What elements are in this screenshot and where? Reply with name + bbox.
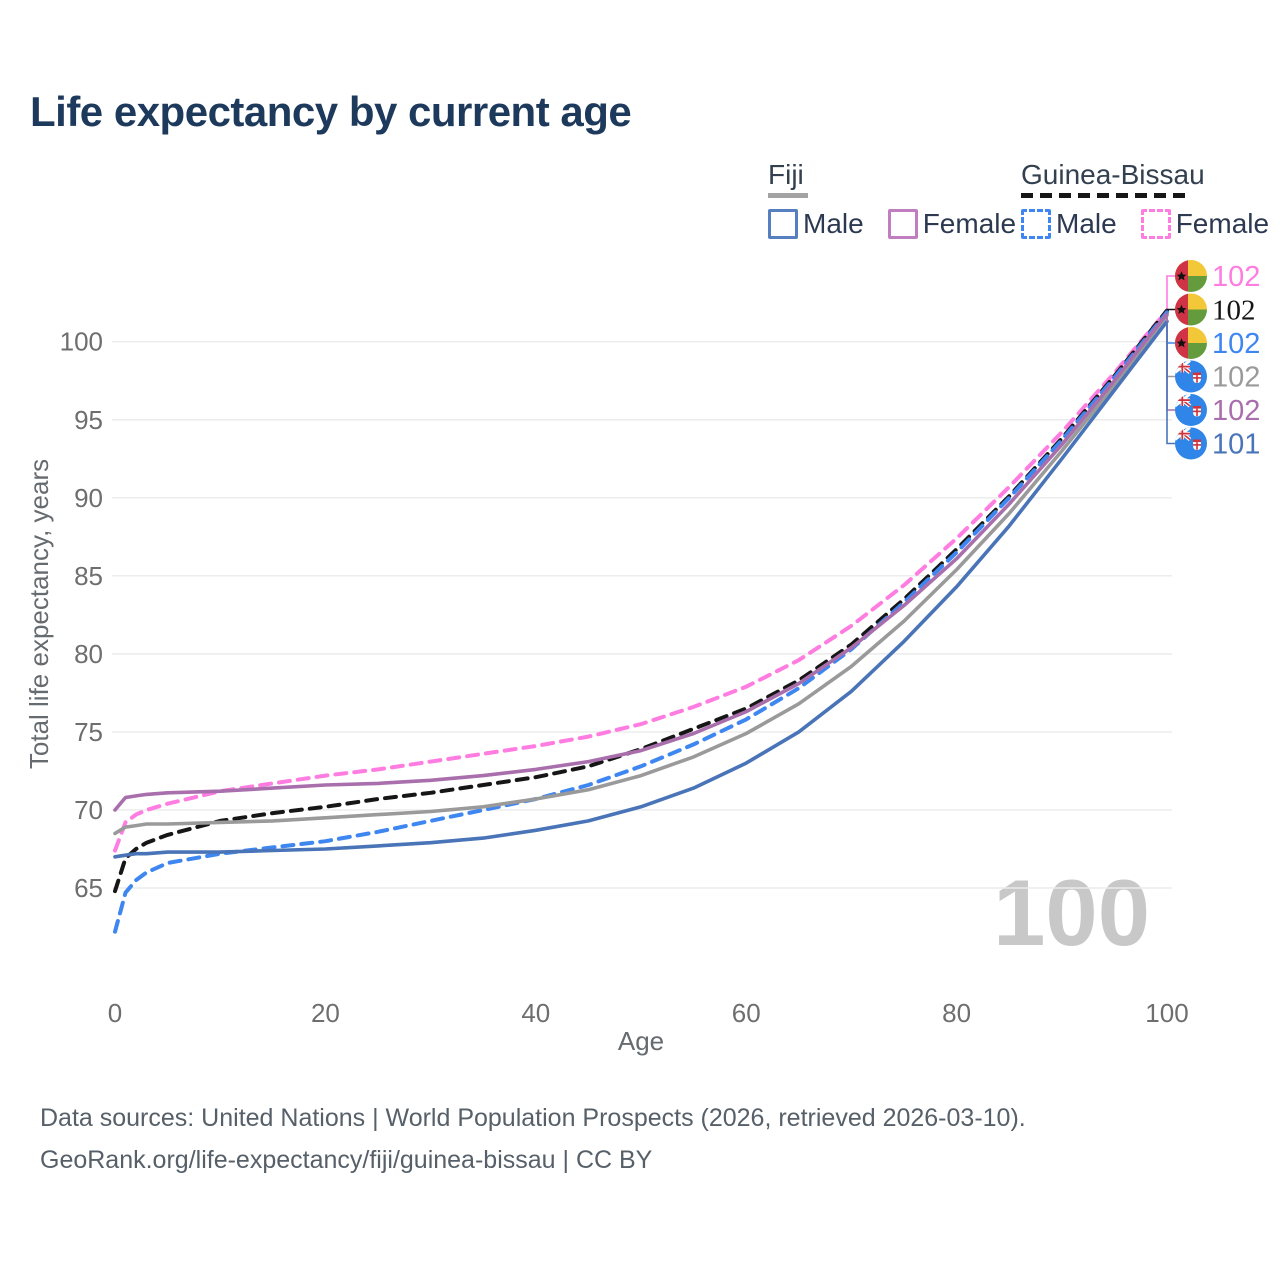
fiji-flag-icon [1175, 360, 1207, 393]
end-label-connector [1166, 313, 1175, 411]
x-axis-title: Age [618, 1026, 664, 1056]
legend-label-fiji-male: Male [803, 208, 864, 239]
y-tick-70: 70 [74, 795, 103, 825]
end-label-connector [1166, 321, 1175, 445]
line-fiji-male[interactable] [113, 319, 1169, 859]
legend-underline-guinea-bissau-dashed [1021, 193, 1188, 198]
line-guinea-bissau-male[interactable] [113, 310, 1169, 934]
legend-label-fiji-female: Female [922, 208, 1017, 239]
end-label-connector [1166, 315, 1175, 378]
guinea-bissau-flag-icon [1175, 327, 1207, 359]
y-axis-title: Total life expectancy, years [24, 459, 54, 769]
end-value-label-fiji-male: 101 [1212, 429, 1260, 461]
legend-swatch-guinea-bissau-female[interactable] [1140, 209, 1171, 239]
x-tick-100: 100 [1145, 998, 1188, 1028]
y-tick-100: 100 [60, 327, 103, 357]
end-value-label-guinea-bissau-male: 102 [1212, 328, 1260, 360]
end-value-label-fiji-both-sexes: 102 [1212, 362, 1260, 394]
legend-label-guinea-bissau-male: Male [1056, 208, 1117, 239]
x-tick-0: 0 [108, 998, 122, 1028]
legend-swatch-fiji-male[interactable] [768, 209, 798, 239]
legend-group-title-fiji: Fiji [768, 159, 804, 190]
fiji-flag-icon [1175, 427, 1207, 460]
fiji-flag-icon [1175, 394, 1207, 426]
age-watermark: 100 [993, 860, 1150, 965]
end-label-connector [1166, 312, 1175, 344]
x-tick-40: 40 [521, 998, 550, 1028]
x-tick-60: 60 [732, 998, 761, 1028]
end-value-label-fiji-female: 102 [1212, 395, 1260, 427]
x-tick-80: 80 [942, 998, 971, 1028]
y-tick-75: 75 [74, 717, 103, 747]
end-label-connector [1166, 308, 1175, 311]
legend-group-fiji: Fiji Male Female [768, 160, 1040, 240]
y-tick-65: 65 [74, 873, 103, 903]
end-value-label-guinea-bissau-both-sexes: 102 [1212, 295, 1256, 327]
y-tick-80: 80 [74, 639, 103, 669]
legend-swatch-fiji-female[interactable] [887, 209, 918, 239]
guinea-bissau-flag-icon [1175, 260, 1207, 292]
line-fiji-both-sexes[interactable] [113, 313, 1169, 836]
legend-label-guinea-bissau-female: Female [1175, 208, 1270, 239]
x-tick-20: 20 [311, 998, 340, 1028]
legend-swatch-guinea-bissau-male[interactable] [1021, 209, 1051, 239]
y-tick-90: 90 [74, 483, 103, 513]
end-label-connector [1166, 275, 1175, 311]
page-title: Life expectancy by current age [30, 88, 632, 135]
data-sources-text: Data sources: United Nations | World Pop… [40, 1104, 1026, 1132]
legend-underline-fiji-solid [768, 193, 808, 198]
y-tick-85: 85 [74, 561, 103, 591]
line-fiji-female[interactable] [113, 311, 1169, 812]
y-tick-95: 95 [74, 405, 103, 435]
guinea-bissau-flag-icon [1175, 293, 1207, 326]
legend-group-guinea-bissau: Guinea-Bissau Male Female [1021, 160, 1280, 240]
line-guinea-bissau-both-sexes[interactable] [113, 308, 1169, 894]
line-guinea-bissau-female[interactable] [113, 308, 1169, 853]
attribution-link[interactable]: GeoRank.org/life-expectancy/fiji/guinea-… [40, 1146, 653, 1174]
end-value-label-guinea-bissau-female: 102 [1212, 261, 1260, 293]
legend-group-title-guinea-bissau: Guinea-Bissau [1021, 159, 1205, 190]
